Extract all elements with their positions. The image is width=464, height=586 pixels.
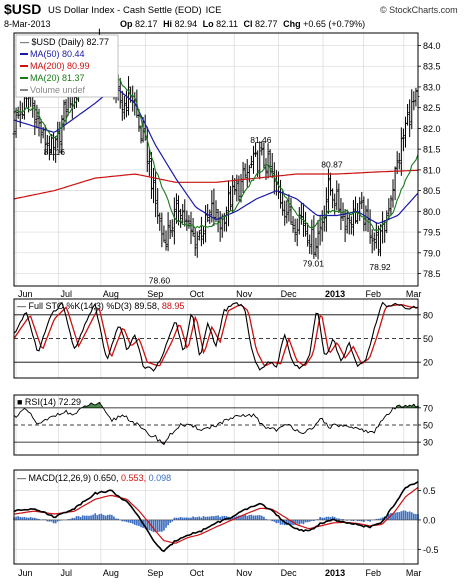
sto-k-label: — Full STO %K(14,3) %D(3) 89.58, xyxy=(17,301,162,311)
y-tick-label: 70 xyxy=(423,403,433,413)
high-value: 82.94 xyxy=(175,19,198,29)
macd-signal-line xyxy=(13,486,419,544)
sto-d-value: 88.95 xyxy=(162,301,185,311)
watermark: © StockCharts.com xyxy=(380,5,458,15)
legend-box xyxy=(15,34,119,98)
y-tick-label: 84.0 xyxy=(423,41,441,51)
y-tick-label: 80.0 xyxy=(423,207,441,217)
y-tick-label: 0.0 xyxy=(423,515,436,525)
y-tick-label: 50 xyxy=(423,421,433,431)
price-annotation: 81.16 xyxy=(44,147,66,157)
y-tick-label: 79.5 xyxy=(423,228,441,238)
rsi-line xyxy=(13,401,419,446)
close-value: 82.77 xyxy=(255,19,278,29)
price-frame xyxy=(13,32,419,287)
open-label: Op xyxy=(120,19,133,29)
ma200-line xyxy=(13,169,419,200)
open-value: 82.17 xyxy=(135,19,158,29)
exchange-text: ICE xyxy=(206,5,222,16)
x-tick-label: Jun xyxy=(18,289,33,299)
x-tick-label: Nov xyxy=(236,568,253,578)
sto-d-line xyxy=(13,303,419,367)
y-tick-label: -0.5 xyxy=(423,545,439,555)
y-tick-label: 82.5 xyxy=(423,103,441,113)
chart-date: 8-Mar-2013 xyxy=(4,19,51,29)
y-tick-label: 30 xyxy=(423,438,433,448)
x-tick-label: Mar xyxy=(406,568,422,578)
sto-legend: — Full STO %K(14,3) %D(3) 89.58, 88.95 xyxy=(17,301,184,311)
change-label: Chg xyxy=(283,19,301,29)
price-annotation: 79.01 xyxy=(303,258,325,268)
y-tick-label: 80 xyxy=(423,310,433,320)
x-tick-label: Jul xyxy=(60,568,72,578)
y-tick-label: 82.0 xyxy=(423,124,441,134)
y-tick-label: 78.5 xyxy=(423,269,441,279)
x-tick-label: Aug xyxy=(103,289,119,299)
chart-description: US Dollar Index - Cash Settle (EOD) ICE xyxy=(48,5,221,16)
x-tick-label: Feb xyxy=(365,289,381,299)
description-text: US Dollar Index - Cash Settle (EOD) xyxy=(48,5,202,16)
change-value: +0.65 (+0.79%) xyxy=(303,19,365,29)
macd-frame xyxy=(13,469,419,565)
y-tick-label: 20 xyxy=(423,358,433,368)
legend-entry: MA(200) 80.99 xyxy=(30,61,90,71)
macd-line xyxy=(13,481,419,553)
price-annotation: 78.92 xyxy=(369,262,391,272)
x-tick-label: Dec xyxy=(281,289,298,299)
low-label: Lo xyxy=(203,19,214,29)
legend-entry: MA(50) 80.44 xyxy=(30,49,85,59)
sto-k-line xyxy=(13,301,419,372)
y-tick-label: 83.5 xyxy=(423,62,441,72)
x-tick-label: Feb xyxy=(365,568,381,578)
rsi-legend: ■ RSI(14) 72.29 xyxy=(17,397,81,407)
price-annotation: 78.60 xyxy=(149,275,171,285)
high-label: Hi xyxy=(163,19,172,29)
ma50-line xyxy=(13,87,419,225)
x-tick-label: Jul xyxy=(60,289,72,299)
x-tick-label: Sep xyxy=(147,568,163,578)
x-tick-label: Dec xyxy=(281,568,298,578)
x-tick-label: Aug xyxy=(103,568,119,578)
macd-panel: -0.5 0.0 0.5 — MACD(12,26,9) 0.650, 0.553, … xyxy=(13,469,439,565)
macd-label: — MACD(12,26,9) 0.650, xyxy=(17,473,121,483)
ohlc-readout: Op 82.17 Hi 82.94 Lo 82.11 Cl 82.77 Chg … xyxy=(120,19,365,29)
x-axis-labels-top: Jun Jul Aug Sep Oct Nov Dec 2013 Feb Mar xyxy=(18,289,421,299)
low-value: 82.11 xyxy=(216,19,238,29)
price-legend: — $USD (Daily) 82.77 MA(50) 80.44 MA(200) … xyxy=(15,34,119,98)
y-tick-label: 80.5 xyxy=(423,186,441,196)
x-tick-label: 2013 xyxy=(325,289,345,299)
x-axis-labels-bottom: Jun Jul Aug Sep Oct Nov Dec 2013 Feb Mar xyxy=(18,568,421,578)
chart-symbol: $USD xyxy=(4,1,41,17)
x-tick-label: Sep xyxy=(147,289,163,299)
macd-legend: — MACD(12,26,9) 0.650, 0.553, 0.098 xyxy=(17,473,171,483)
legend-entry: MA(20) 81.37 xyxy=(30,73,85,83)
y-tick-label: 81.5 xyxy=(423,145,441,155)
legend-title: — $USD (Daily) 82.77 xyxy=(20,37,109,47)
macd-hist-value: 0.098 xyxy=(149,473,172,483)
stochastic-panel: 20 50 80 — Full STO %K(14,3) %D(3) 89.58, 8… xyxy=(13,298,433,379)
x-tick-label: Mar xyxy=(406,289,422,299)
y-tick-label: 50 xyxy=(423,334,433,344)
macd-signal-value: 0.553, xyxy=(121,473,149,483)
x-tick-label: 2013 xyxy=(325,568,345,578)
rsi-panel: 30 50 70 ■ RSI(14) 72.29 xyxy=(13,394,433,456)
price-annotation: 80.87 xyxy=(321,159,343,169)
close-label: Cl xyxy=(244,19,253,29)
y-tick-label: 81.0 xyxy=(423,165,441,175)
legend-entry: Volume undef xyxy=(30,85,86,95)
y-tick-label: 79.0 xyxy=(423,248,441,258)
price-panel: 78.5 79.0 79.5 80.0 80.5 81.0 81.5 82.0 82.5 83.0… xyxy=(12,28,441,287)
sto-frame xyxy=(13,298,419,379)
y-tick-label: 83.0 xyxy=(423,82,441,92)
price-annotation: 81.46 xyxy=(250,135,272,145)
x-tick-label: Nov xyxy=(236,289,253,299)
rsi-frame xyxy=(13,394,419,456)
x-tick-label: Oct xyxy=(190,568,205,578)
y-tick-label: 0.5 xyxy=(423,486,436,496)
x-tick-label: Oct xyxy=(190,289,205,299)
x-tick-label: Jun xyxy=(18,568,33,578)
